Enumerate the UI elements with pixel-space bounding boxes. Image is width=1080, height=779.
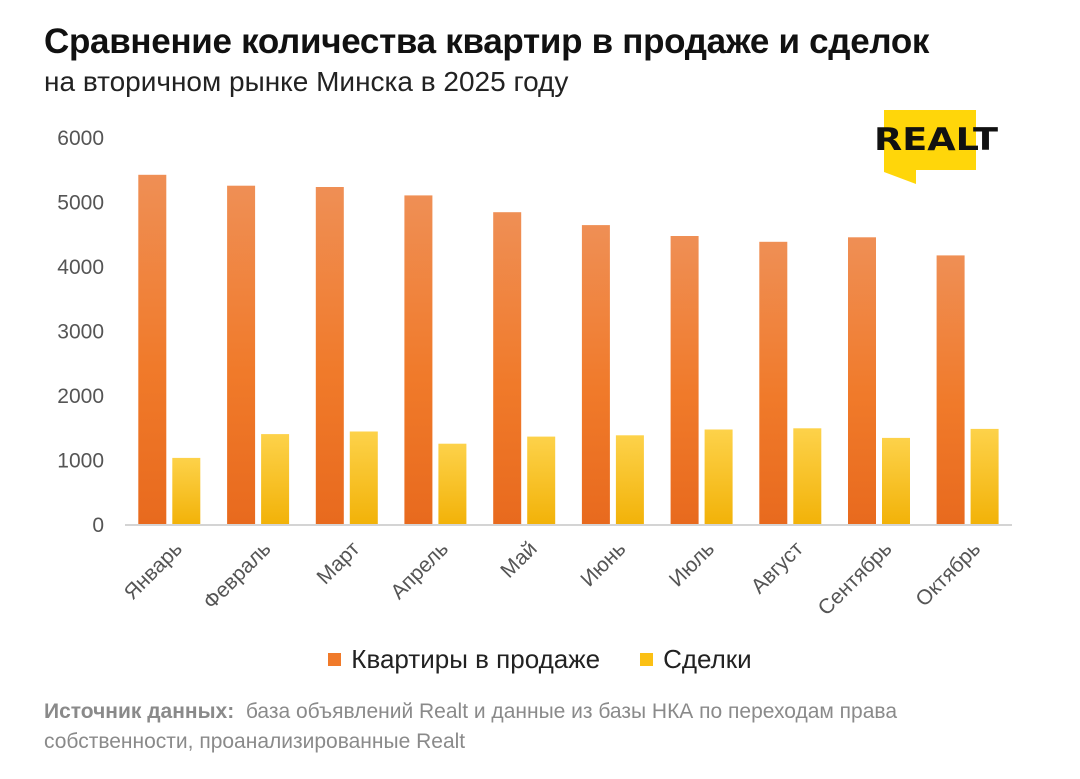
x-axis: Январь Февраль Март Апрель Май Июнь Июль Август… bbox=[120, 537, 985, 620]
bar-listings-7 bbox=[670, 236, 699, 525]
y-tick-label: 2000 bbox=[57, 385, 104, 408]
bar-deals-4 bbox=[438, 443, 467, 525]
x-category-label: Февраль bbox=[199, 537, 276, 614]
x-category-label: Апрель bbox=[386, 537, 453, 604]
source-label: Источник данных: bbox=[44, 700, 235, 723]
y-axis: 0 1000 2000 3000 4000 5000 6000 bbox=[57, 127, 104, 537]
logo-flag bbox=[884, 110, 976, 184]
chart-title: Сравнение количества квартир в продаже и… bbox=[44, 22, 930, 61]
bar-deals-10 bbox=[970, 428, 999, 525]
x-category-label: Июнь bbox=[576, 537, 630, 591]
bar-listings-5 bbox=[493, 212, 522, 525]
legend: Квартиры в продаже Сделки bbox=[0, 644, 1080, 675]
bar-listings-8 bbox=[759, 241, 788, 526]
y-tick-label: 5000 bbox=[57, 192, 104, 215]
bar-listings-9 bbox=[848, 237, 876, 526]
bar-deals-8 bbox=[793, 428, 822, 526]
bar-listings-10 bbox=[936, 255, 965, 525]
legend-swatch-deals bbox=[640, 653, 654, 666]
legend-item-deals: Сделки bbox=[640, 644, 752, 675]
bar-listings-2 bbox=[227, 185, 256, 525]
x-category-label: Сентябрь bbox=[814, 537, 897, 620]
bar-deals-7 bbox=[704, 429, 733, 525]
bar-chart: 0 1000 2000 3000 4000 5000 6000 Январь Февраль М… bbox=[57, 127, 1012, 620]
bar-deals-3 bbox=[349, 431, 378, 525]
x-category-label: Май bbox=[496, 537, 541, 582]
realt-logo: REALT bbox=[874, 110, 998, 184]
bars bbox=[138, 174, 999, 526]
y-tick-label: 1000 bbox=[57, 450, 104, 473]
bar-deals-5 bbox=[527, 436, 556, 525]
y-tick-label: 0 bbox=[92, 514, 104, 537]
logo-text: REALT bbox=[874, 122, 998, 158]
y-tick-label: 3000 bbox=[57, 321, 104, 344]
x-category-label: Июль bbox=[665, 537, 719, 591]
source-text: база объявлений Realt и данные из базы Н… bbox=[44, 700, 897, 753]
legend-swatch-listings bbox=[328, 653, 342, 666]
bar-listings-4 bbox=[404, 195, 433, 525]
bar-listings-1 bbox=[138, 174, 167, 526]
bar-deals-6 bbox=[615, 435, 644, 525]
y-tick-label: 6000 bbox=[57, 127, 104, 150]
x-category-label: Март bbox=[312, 537, 364, 589]
bar-deals-1 bbox=[172, 457, 201, 525]
legend-item-listings: Квартиры в продаже bbox=[328, 644, 600, 675]
legend-label-listings: Квартиры в продаже bbox=[351, 644, 601, 674]
y-tick-label: 4000 bbox=[57, 256, 104, 279]
data-source-note: Источник данных: база объявлений Realt и… bbox=[44, 697, 1044, 757]
legend-label-deals: Сделки bbox=[663, 644, 752, 674]
bar-deals-2 bbox=[261, 434, 290, 525]
bar-listings-6 bbox=[581, 225, 610, 525]
bar-deals-9 bbox=[882, 437, 910, 525]
x-category-label: Январь bbox=[120, 537, 187, 604]
x-category-label: Август bbox=[747, 537, 808, 598]
x-category-label: Октябрь bbox=[911, 537, 985, 611]
bar-listings-3 bbox=[315, 187, 344, 525]
chart-subtitle: на вторичном рынке Минска в 2025 году bbox=[44, 66, 569, 97]
